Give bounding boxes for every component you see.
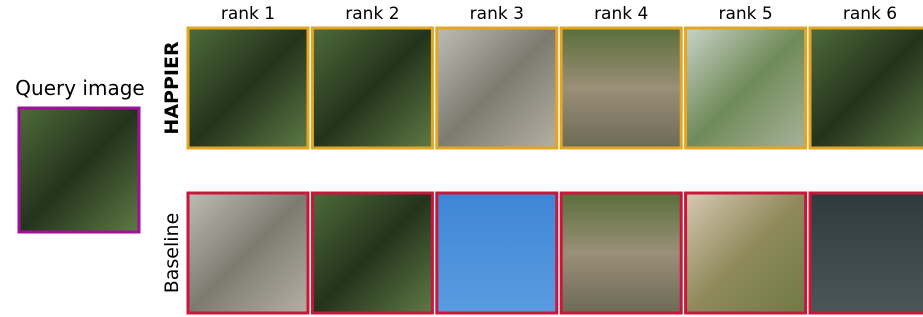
result-image (437, 28, 557, 148)
result-image (188, 193, 308, 313)
column-label: rank 4 (594, 4, 648, 24)
column-label: rank 3 (470, 4, 524, 24)
result-image (312, 28, 432, 148)
column-label: rank 5 (718, 4, 772, 24)
query-label: Query image (15, 76, 144, 100)
result-image (561, 193, 681, 313)
column-label: rank 6 (843, 4, 897, 24)
query-image (19, 108, 139, 232)
result-image (810, 28, 923, 148)
result-image (188, 28, 308, 148)
result-image (437, 193, 557, 313)
row-label: HAPPIER (161, 41, 183, 135)
row-label: Baseline (161, 213, 183, 294)
result-image (686, 28, 806, 148)
result-image (561, 28, 681, 148)
result-image (686, 193, 806, 313)
column-label: rank 1 (221, 4, 275, 24)
figure: Query image HAPPIER Baseline rank 1 rank … (0, 0, 923, 317)
result-image (312, 193, 432, 313)
result-image (810, 193, 923, 313)
column-label: rank 2 (345, 4, 399, 24)
